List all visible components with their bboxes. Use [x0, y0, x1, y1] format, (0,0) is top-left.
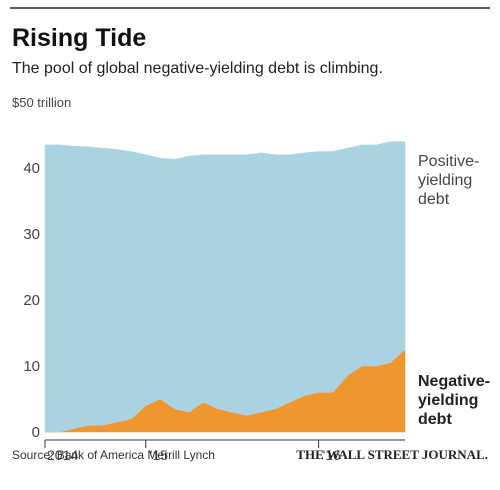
y-tick-label: 40: [23, 160, 40, 177]
y-tick-label: $50 trillion: [12, 95, 71, 110]
x-tick-label: '15: [150, 447, 168, 463]
legend-positive: Positive-yielding debt: [418, 153, 480, 208]
plot: 0 10 20 30 40 $50 trillion 2014 '15 '16: [12, 95, 406, 463]
chart-subtitle: The pool of global negative-yielding deb…: [12, 60, 383, 77]
x-tick-label: '16: [323, 447, 341, 463]
legend-negative: Negative-yielding debt: [418, 373, 491, 428]
y-tick-label: 20: [23, 292, 40, 309]
y-tick-label: 30: [23, 226, 40, 243]
credit: THE WALL STREET JOURNAL.: [296, 447, 488, 462]
area: [44, 141, 406, 433]
y-tick-label: 10: [23, 358, 40, 375]
x-tick-label: 2014: [47, 447, 78, 463]
source: Source: Bank of America Merrill Lynch: [12, 448, 215, 462]
chart-title: Rising Tide: [12, 24, 146, 52]
y-tick-label: 0: [32, 424, 40, 441]
